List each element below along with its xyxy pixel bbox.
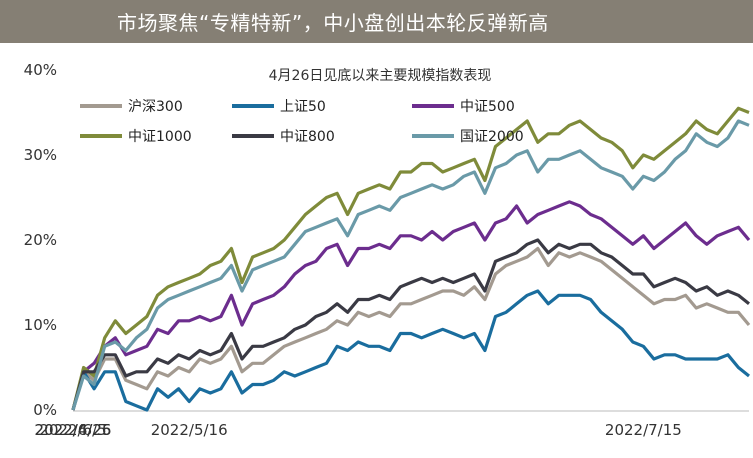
legend-label: 沪深300 — [128, 99, 183, 115]
y-axis-ticks: 0% 10% 20% 30% 40% — [24, 61, 57, 419]
series-line-0 — [71, 246, 751, 411]
banner: 市场聚焦“专精特新”，中小盘创出本轮反弹新高 — [0, 0, 753, 43]
banner-title: 市场聚焦“专精特新”，中小盘创出本轮反弹新高 — [117, 11, 549, 35]
series-line-2 — [71, 200, 751, 411]
series-line-1 — [71, 289, 751, 412]
y-tick-label: 10% — [24, 316, 57, 334]
x-tick-label: 2022/6/5 — [39, 421, 106, 439]
legend-label: 上证50 — [280, 99, 326, 115]
y-tick-label: 20% — [24, 231, 57, 249]
legend-label: 国证2000 — [460, 129, 524, 145]
chart-title: 4月26日见底以来主要规模指数表现 — [269, 68, 492, 84]
legend-label: 中证800 — [280, 129, 335, 145]
series-line-5 — [71, 119, 750, 411]
legend: 沪深300 上证50 中证500 中证1000 中证800 国证2000 — [80, 99, 524, 145]
x-tick-label: 2022/5/16 — [151, 421, 228, 439]
series-line-3 — [71, 106, 750, 411]
x-tick-label: 2022/7/15 — [605, 421, 682, 439]
y-tick-label: 0% — [33, 401, 57, 419]
x-tick-label: 2022/6/25 — [35, 421, 112, 439]
legend-label: 中证500 — [460, 99, 515, 115]
x-tick-label: 2022/4/26 — [35, 421, 112, 439]
series-lines — [71, 106, 751, 412]
line-chart: 4月26日见底以来主要规模指数表现 0% 10% 20% 30% 40% 2022/4/… — [24, 61, 751, 439]
series-line-4 — [71, 238, 751, 411]
y-tick-label: 30% — [24, 146, 57, 164]
legend-label: 中证1000 — [128, 129, 192, 145]
y-tick-label: 40% — [24, 61, 57, 79]
